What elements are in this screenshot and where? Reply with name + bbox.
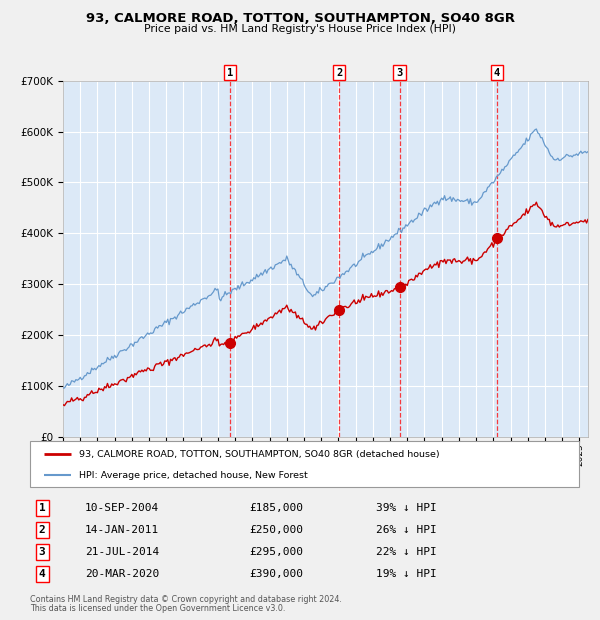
Text: 19% ↓ HPI: 19% ↓ HPI xyxy=(376,569,437,579)
Text: 2: 2 xyxy=(336,68,342,78)
Text: 26% ↓ HPI: 26% ↓ HPI xyxy=(376,525,437,535)
Text: 3: 3 xyxy=(397,68,403,78)
Text: 1: 1 xyxy=(227,68,233,78)
Text: 3: 3 xyxy=(39,547,46,557)
Text: HPI: Average price, detached house, New Forest: HPI: Average price, detached house, New … xyxy=(79,471,308,480)
Text: 21-JUL-2014: 21-JUL-2014 xyxy=(85,547,159,557)
FancyBboxPatch shape xyxy=(30,441,579,487)
Text: 4: 4 xyxy=(39,569,46,579)
Text: 10-SEP-2004: 10-SEP-2004 xyxy=(85,503,159,513)
Text: £185,000: £185,000 xyxy=(250,503,304,513)
Text: Price paid vs. HM Land Registry's House Price Index (HPI): Price paid vs. HM Land Registry's House … xyxy=(144,24,456,33)
Text: 1: 1 xyxy=(39,503,46,513)
Text: 4: 4 xyxy=(494,68,500,78)
Text: Contains HM Land Registry data © Crown copyright and database right 2024.: Contains HM Land Registry data © Crown c… xyxy=(30,595,342,604)
Text: £250,000: £250,000 xyxy=(250,525,304,535)
Text: 93, CALMORE ROAD, TOTTON, SOUTHAMPTON, SO40 8GR (detached house): 93, CALMORE ROAD, TOTTON, SOUTHAMPTON, S… xyxy=(79,450,440,459)
Text: 39% ↓ HPI: 39% ↓ HPI xyxy=(376,503,437,513)
Text: £390,000: £390,000 xyxy=(250,569,304,579)
Text: This data is licensed under the Open Government Licence v3.0.: This data is licensed under the Open Gov… xyxy=(30,604,286,613)
Text: 14-JAN-2011: 14-JAN-2011 xyxy=(85,525,159,535)
Text: 22% ↓ HPI: 22% ↓ HPI xyxy=(376,547,437,557)
Text: 20-MAR-2020: 20-MAR-2020 xyxy=(85,569,159,579)
Text: 93, CALMORE ROAD, TOTTON, SOUTHAMPTON, SO40 8GR: 93, CALMORE ROAD, TOTTON, SOUTHAMPTON, S… xyxy=(86,12,515,25)
Text: £295,000: £295,000 xyxy=(250,547,304,557)
Text: 2: 2 xyxy=(39,525,46,535)
